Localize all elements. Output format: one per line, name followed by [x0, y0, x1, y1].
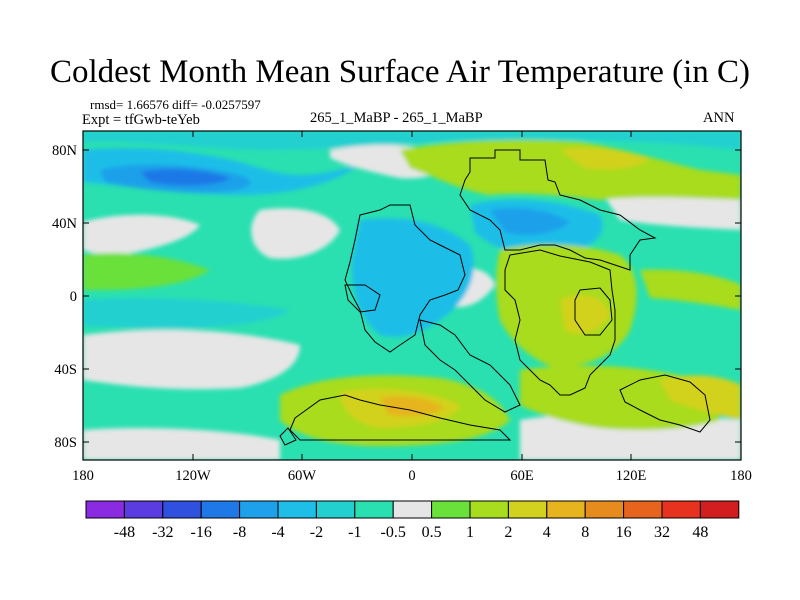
colorbar: -48 -32 -16 -8 -4 -2 -1 -0.5 0.5 1 2 4 8 16 32 48 — [85, 500, 740, 541]
axis-ticks — [82, 131, 742, 460]
continent-outline-antarctica-margin — [289, 394, 512, 441]
continent-outline-subcontinent — [574, 287, 613, 336]
colorbar-label: -48 — [114, 524, 135, 541]
colorbar-swatch — [623, 500, 663, 519]
colorbar-label: 0.5 — [422, 524, 442, 541]
contour-field — [83, 131, 741, 460]
continent-outline-peninsula — [279, 427, 297, 446]
lon-label-180w: 180 — [72, 468, 94, 484]
colorbar-swatch — [315, 500, 356, 519]
colorbar-label: -32 — [152, 524, 173, 541]
colorbar-swatch — [123, 500, 164, 519]
colorbar-label: 4 — [543, 524, 551, 541]
colorbar-swatch — [277, 500, 317, 519]
colorbar-swatch — [431, 500, 471, 519]
contour-region — [83, 253, 210, 290]
colorbar-swatch — [699, 500, 740, 519]
contour-region — [560, 295, 610, 334]
contour-region — [351, 218, 474, 337]
lon-label-0: 0 — [408, 468, 415, 484]
continent-outline-eurasia — [459, 149, 657, 271]
experiment-label: Expt = tfGwb-teYeb — [82, 112, 200, 128]
contour-region — [380, 396, 445, 416]
colorbar-label: 32 — [654, 524, 670, 541]
lon-label-120e: 120E — [616, 468, 647, 484]
lon-label-180e: 180 — [730, 468, 752, 484]
lat-label-40s: 40S — [54, 362, 77, 378]
colorbar-swatch — [584, 500, 625, 519]
colorbar-label: -1 — [348, 524, 361, 541]
contour-region — [83, 329, 300, 390]
continent-outline-africa — [504, 249, 616, 396]
colorbar-swatch — [507, 500, 548, 519]
lon-label-60w: 60W — [288, 468, 317, 484]
colorbar-label: 2 — [504, 524, 512, 541]
lon-label-120w: 120W — [175, 468, 211, 484]
colorbar-label: -4 — [271, 524, 284, 541]
colorbar-label: 16 — [616, 524, 632, 541]
rmsd-diff-stats: rmsd= 1.66576 diff= -0.0257597 — [90, 97, 261, 112]
plot-title: Coldest Month Mean Surface Air Temperatu… — [50, 54, 750, 90]
contour-region — [660, 375, 741, 420]
season-label: ANN — [703, 110, 735, 126]
colorbar-swatch — [85, 500, 125, 519]
colorbar-label: 8 — [581, 524, 589, 541]
lat-label-80s: 80S — [54, 435, 77, 451]
colorbar-swatch — [546, 500, 586, 519]
contour-region — [83, 131, 741, 150]
contour-region — [640, 269, 741, 310]
run-comparison-label: 265_1_MaBP - 265_1_MaBP — [310, 110, 483, 126]
continent-outline-americas-south — [419, 319, 521, 413]
colorbar-swatch — [354, 500, 394, 519]
contour-region — [560, 147, 650, 170]
colorbar-swatch — [162, 500, 202, 519]
colorbar-label: -16 — [191, 524, 212, 541]
contour-region — [83, 428, 280, 460]
continent-outline-island — [344, 284, 381, 313]
contour-region — [83, 214, 200, 256]
continent-outlines — [279, 149, 711, 446]
colorbar-label: 1 — [466, 524, 474, 541]
colorbar-swatch — [469, 500, 509, 519]
contour-region — [400, 140, 741, 200]
continent-outline-australia — [619, 374, 711, 433]
contour-region — [251, 208, 340, 259]
continent-outline-americas-north — [344, 204, 466, 353]
lat-label-40n: 40N — [52, 216, 78, 232]
colorbar-label: -8 — [233, 524, 246, 541]
lat-label-0: 0 — [70, 289, 77, 305]
colorbar-label: -0.5 — [381, 524, 406, 541]
contour-region — [140, 169, 230, 186]
lat-label-80n: 80N — [52, 143, 78, 159]
colorbar-swatch — [239, 500, 279, 519]
colorbar-label: -2 — [310, 524, 323, 541]
colorbar-swatch — [661, 500, 701, 519]
colorbar-label: 48 — [692, 524, 708, 541]
lon-label-60e: 60E — [510, 468, 534, 484]
colorbar-swatch — [392, 500, 433, 519]
contour-region — [490, 208, 570, 235]
contour-region — [83, 298, 290, 329]
colorbar-swatch — [200, 500, 241, 519]
